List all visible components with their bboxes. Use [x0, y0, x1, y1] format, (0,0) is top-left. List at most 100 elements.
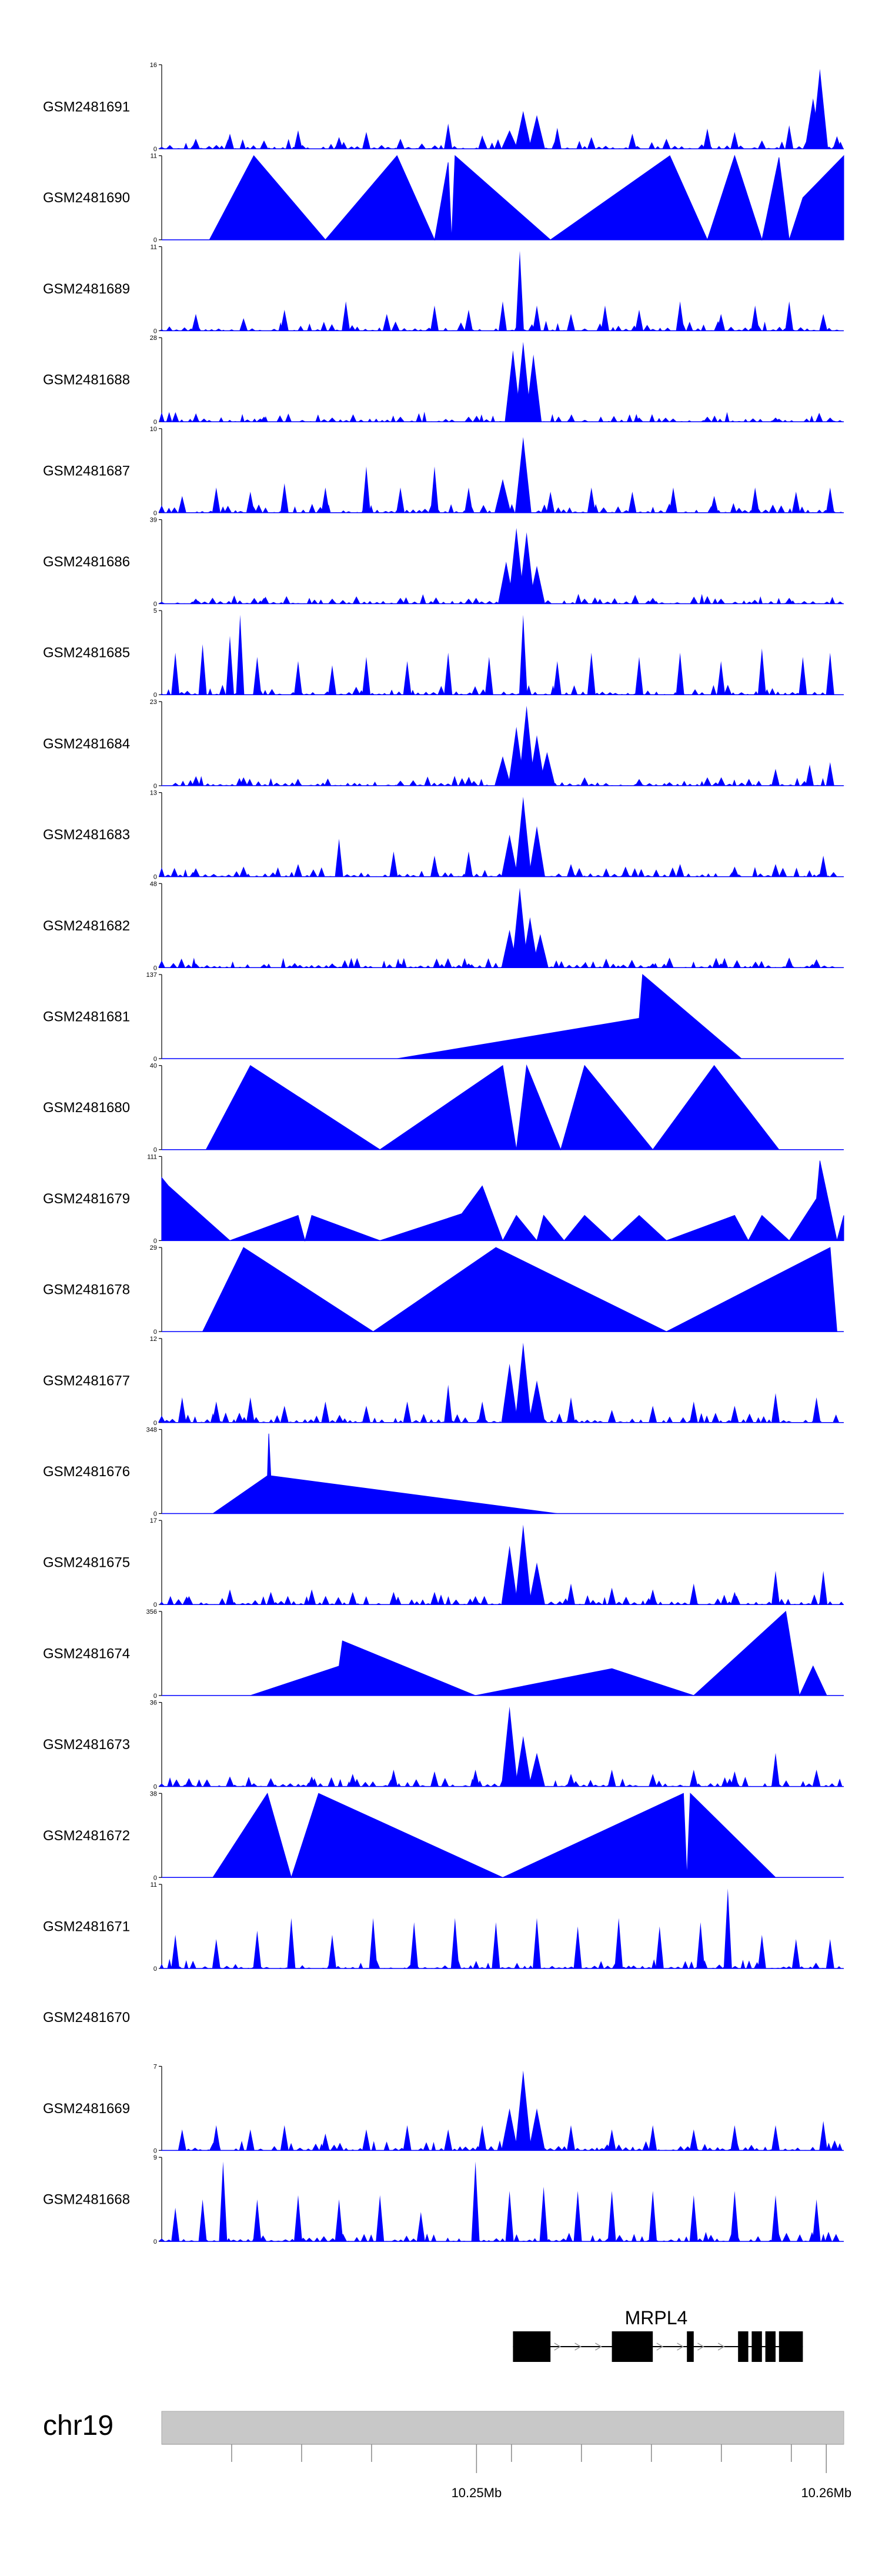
track-GSM2481686: GSM2481686 39 0	[43, 517, 844, 608]
coverage-noise	[837, 2143, 843, 2151]
coverage-peak	[260, 140, 268, 149]
coverage-noise	[679, 146, 685, 149]
y-min-label: 0	[153, 1874, 157, 1881]
coverage-noise	[397, 2239, 404, 2242]
coverage-peak	[485, 656, 493, 695]
coverage-noise	[793, 867, 800, 877]
coverage-noise	[451, 146, 458, 149]
coverage-noise	[353, 146, 361, 149]
coverage-noise	[396, 874, 403, 877]
coverage-noise	[320, 419, 328, 422]
coverage-noise	[544, 600, 552, 604]
coverage-noise	[447, 873, 455, 877]
coverage-noise	[278, 602, 284, 604]
coverage-noise	[691, 689, 699, 695]
coverage-noise	[556, 1601, 564, 1605]
coverage-noise	[368, 329, 377, 331]
coverage-noise	[787, 508, 793, 513]
coverage-noise	[178, 958, 186, 968]
coverage-noise	[611, 598, 618, 604]
coverage-noise	[403, 2235, 410, 2242]
coverage-noise	[213, 693, 220, 695]
coverage-noise	[346, 602, 352, 604]
coverage-noise	[838, 512, 844, 513]
coverage-noise	[500, 691, 507, 695]
coverage-noise	[338, 1778, 343, 1787]
coverage-peak	[587, 652, 596, 695]
coverage-noise	[508, 329, 517, 331]
coverage-noise	[371, 2141, 376, 2151]
coverage-noise	[560, 509, 567, 513]
coverage-noise	[201, 601, 209, 604]
coverage-noise	[272, 146, 277, 149]
coverage-noise	[789, 2149, 797, 2151]
coverage-noise	[420, 1414, 427, 1423]
coverage-noise	[644, 875, 652, 877]
coverage-noise	[466, 692, 474, 695]
coverage-noise	[416, 965, 425, 968]
coverage-noise	[252, 418, 257, 422]
coverage-noise	[233, 871, 240, 877]
coverage-noise	[559, 2238, 567, 2242]
coverage-noise	[185, 1414, 191, 1423]
coverage-peak	[635, 309, 643, 331]
coverage-peak	[478, 135, 487, 149]
coverage-noise	[423, 692, 429, 695]
coverage-noise	[334, 1597, 343, 1605]
coverage-noise	[174, 2150, 179, 2151]
coverage-noise	[703, 2232, 709, 2242]
coverage-peak	[676, 301, 684, 331]
coverage-noise	[555, 416, 562, 422]
coverage-noise	[595, 782, 600, 786]
coverage-noise	[584, 1419, 591, 1423]
coverage-noise	[809, 415, 814, 422]
coverage-noise	[289, 602, 296, 604]
coverage-noise	[712, 957, 720, 968]
coverage-noise	[742, 2147, 749, 2151]
coverage-peak	[635, 656, 643, 695]
coverage-noise	[724, 685, 732, 695]
coverage-noise	[741, 1419, 746, 1423]
coverage-noise	[317, 1783, 323, 1787]
coverage-peak	[826, 487, 834, 513]
coverage-noise	[699, 692, 705, 695]
coverage-peak	[465, 963, 473, 968]
coverage-noise	[405, 1782, 410, 1787]
coverage-noise	[596, 1421, 604, 1423]
coverage-noise	[417, 329, 423, 331]
coverage-noise	[369, 693, 375, 695]
coverage-noise	[360, 2234, 368, 2242]
coverage-noise	[369, 1781, 377, 1787]
coverage-peak	[771, 1571, 780, 1605]
coverage-peak	[499, 301, 507, 331]
coverage-noise	[485, 600, 494, 604]
coverage-noise	[462, 1417, 469, 1423]
coverage-noise	[606, 421, 612, 422]
coverage-noise	[743, 419, 748, 422]
coverage-peak	[518, 706, 535, 786]
coverage-noise	[283, 875, 289, 877]
coverage-peak	[171, 2207, 180, 2242]
track-label: GSM2481691	[43, 99, 130, 115]
coverage-noise	[658, 328, 663, 331]
coverage-peak	[471, 2161, 480, 2242]
y-max-label: 28	[150, 335, 157, 342]
coverage-peak	[826, 417, 834, 422]
coverage-noise	[765, 148, 773, 149]
coverage-noise	[422, 411, 427, 422]
coverage-peak	[328, 1934, 336, 1968]
coverage-noise	[597, 966, 603, 968]
coverage-noise	[220, 506, 226, 513]
coverage-noise	[783, 2148, 788, 2151]
coverage-noise	[626, 1784, 634, 1787]
coverage-noise	[219, 417, 224, 422]
coverage-noise	[779, 867, 787, 877]
track-label: GSM2481679	[43, 1191, 130, 1207]
coverage-peak	[514, 796, 532, 877]
coverage-noise	[430, 145, 439, 149]
coverage-noise	[752, 867, 758, 877]
coverage-noise	[686, 873, 691, 877]
coverage-noise	[208, 688, 213, 695]
coverage-noise	[202, 874, 209, 877]
coverage-noise	[416, 784, 425, 786]
